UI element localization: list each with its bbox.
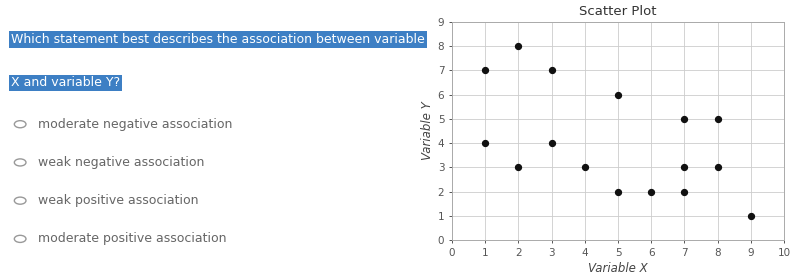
Point bbox=[478, 68, 491, 73]
Point bbox=[744, 214, 757, 218]
Point bbox=[512, 165, 525, 170]
Text: weak negative association: weak negative association bbox=[38, 156, 205, 169]
Point bbox=[678, 117, 691, 121]
Point bbox=[678, 165, 691, 170]
Point bbox=[711, 165, 724, 170]
Text: moderate negative association: moderate negative association bbox=[38, 118, 233, 131]
Point bbox=[545, 68, 558, 73]
Text: weak positive association: weak positive association bbox=[38, 194, 198, 207]
Title: Scatter Plot: Scatter Plot bbox=[579, 5, 657, 18]
Text: X and variable Y?: X and variable Y? bbox=[11, 76, 120, 90]
Point bbox=[711, 117, 724, 121]
Point bbox=[578, 165, 591, 170]
Point bbox=[611, 93, 624, 97]
Point bbox=[545, 141, 558, 145]
Point bbox=[678, 189, 691, 194]
Text: Which statement best describes the association between variable: Which statement best describes the assoc… bbox=[11, 33, 425, 46]
X-axis label: Variable X: Variable X bbox=[588, 262, 648, 273]
Point bbox=[478, 141, 491, 145]
Text: moderate positive association: moderate positive association bbox=[38, 232, 226, 245]
Point bbox=[645, 189, 658, 194]
Point bbox=[512, 44, 525, 48]
Point bbox=[611, 189, 624, 194]
Y-axis label: Variable Y: Variable Y bbox=[421, 102, 434, 161]
